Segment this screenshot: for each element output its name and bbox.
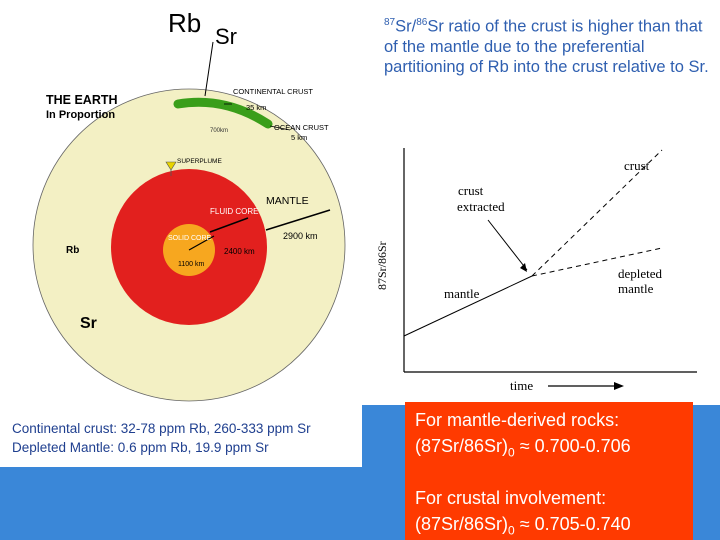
mantle-label: MANTLE [266,195,309,207]
continental-crust-caption: Continental crust: 32-78 ppm Rb, 260-333… [12,421,311,436]
rb-inside-label: Rb [66,245,79,256]
explanation-part1: Sr/ [395,17,417,36]
continental-crust-label: CONTINENTAL CRUST [233,87,313,96]
crust-value-suffix: ≈ 0.705-0.740 [514,514,631,534]
depleted-mantle-caption: Depleted Mantle: 0.6 ppm Rb, 19.9 ppm Sr [12,440,269,455]
depleted-label-2: mantle [618,281,654,296]
sr-inside-label: Sr [80,315,97,332]
rb-sr-arrow [204,41,214,97]
mantle-arrow [265,209,331,231]
superplume-label: SUPERPLUME [177,158,222,165]
mantle-value-sub: 0 [508,445,515,460]
explanation-panel [362,0,720,405]
earth-subtitle: In Proportion [46,109,115,121]
time-arrowhead [614,382,624,390]
earth-title: THE EARTH [46,93,118,107]
fluid-core-label: FLUID CORE [210,207,258,216]
initial-ratio-box: For mantle-derived rocks: (87Sr/86Sr)0 ≈… [405,402,693,540]
fluid-core-text: FLUID CORE [210,207,258,216]
continental-crust-arc [173,97,273,129]
continental-km-label: 35 km [246,103,266,112]
ocean-km-label: 5 km [291,133,307,142]
rb-top-label: Rb [168,8,201,38]
explanation-part2: Sr ratio of the crust is higher than tha… [384,17,709,76]
mantle-value-suffix: ≈ 0.700-0.706 [514,436,631,456]
superplume-icon [165,161,177,171]
solid-core-arrow [188,235,215,251]
sr86-sup: 86 [416,17,428,28]
crust-line [531,149,663,277]
solid-km-label: 1100 km [178,261,204,268]
crustal-involvement-value: (87Sr/86Sr)0 ≈ 0.705-0.740 [415,514,631,538]
fluid-km-label: 2400 km [224,247,255,256]
mantle-label: mantle [444,286,480,301]
sr-top-label: Sr [215,24,237,49]
mantle-value-prefix: (87Sr/86Sr) [415,436,509,456]
mantle-km-label: 2900 km [283,231,318,241]
sr87-sup: 87 [384,17,396,28]
crustal-involvement-heading: For crustal involvement: [415,488,607,508]
fluid-core-arrow [209,217,249,233]
small-km-label: 700km [210,128,228,134]
solid-core-label: SOLID CORE [168,235,212,242]
mantle-derived-heading: For mantle-derived rocks: [415,410,620,430]
crust-extracted-arrow [487,219,528,271]
mantle-line [403,275,533,337]
sr-evolution-plot: 87Sr/86Sr time crust crust extracted man… [375,148,697,393]
depleted-label-1: depleted [618,266,663,281]
crust-value-sub: 0 [508,523,515,538]
mantle-derived-value: (87Sr/86Sr)0 ≈ 0.700-0.706 [415,436,631,460]
crust-value-prefix: (87Sr/86Sr) [415,514,509,534]
y-axis-label: 87Sr/86Sr [375,241,389,290]
time-label: time [510,378,533,393]
crust-extracted-label-2: extracted [457,199,505,214]
crust-extracted-label-1: crust [458,183,484,198]
ocean-leader [269,125,291,131]
crust-extracted-arrowhead [520,263,527,272]
ocean-crust-label: OCEAN CRUST [274,123,329,132]
earth-diagram: Rb Sr THE EARTH In Proportion CONTINENTA… [32,8,346,402]
crust-label: crust [624,158,650,173]
explanation-text: 87Sr/86Sr ratio of the crust is higher t… [384,13,714,77]
depleted-mantle-line [531,247,663,277]
